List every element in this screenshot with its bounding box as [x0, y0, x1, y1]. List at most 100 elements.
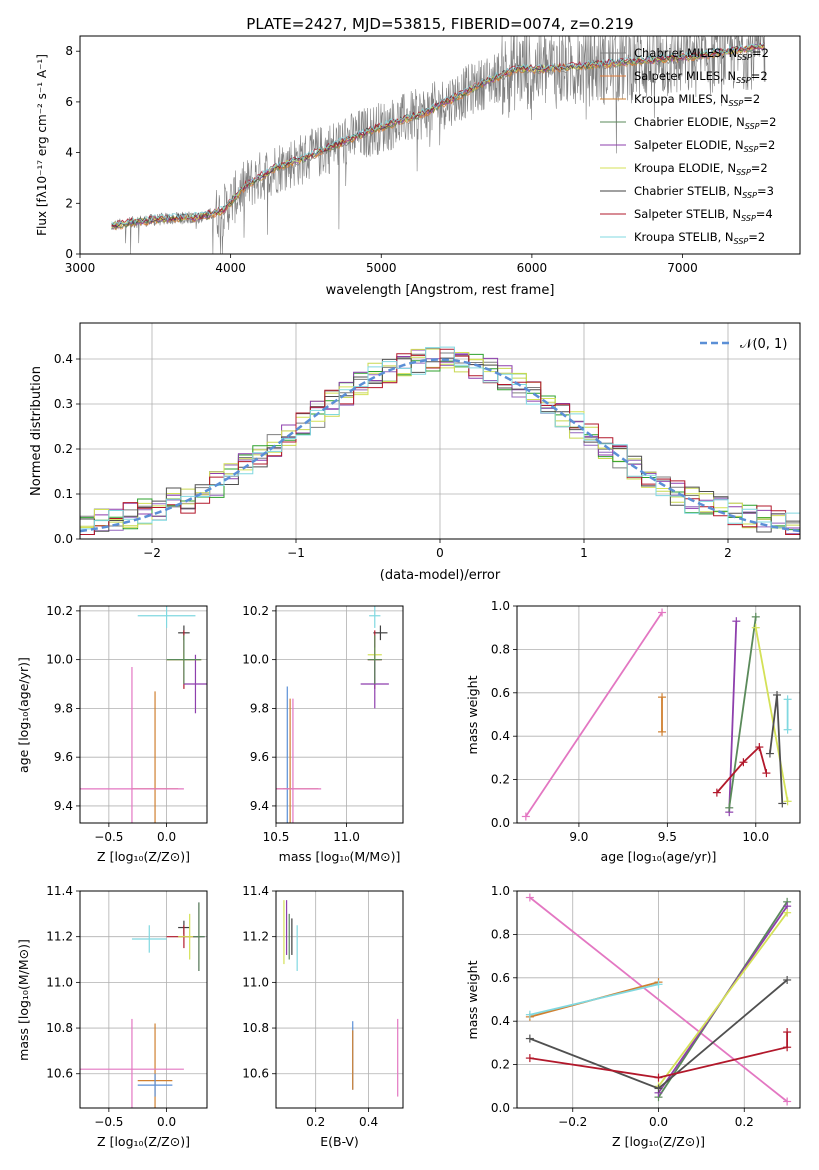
- x-tick-label: 0.0: [157, 1115, 176, 1129]
- plus-marker: [783, 908, 792, 917]
- plus-marker: [783, 1097, 792, 1106]
- y-tick-label: 0.0: [54, 532, 73, 546]
- x-tick-label: −0.5: [94, 1115, 123, 1129]
- legend-entry-label: Salpeter ELODIE, N: [634, 138, 744, 152]
- y-tick-label: 0.4: [491, 1014, 510, 1028]
- legend-entry-suffix: =2: [758, 138, 775, 152]
- legend-entry-label: Kroupa MILES, N: [634, 92, 729, 106]
- plus-marker: [658, 727, 667, 736]
- errorbar-point: [183, 654, 207, 714]
- x-tick-label: 3000: [65, 261, 96, 275]
- axes-frame: [79, 605, 208, 824]
- x-tick-label: 10.5: [263, 830, 290, 844]
- y-tick-label: 9.8: [250, 701, 269, 715]
- y-tick-label: 11.4: [242, 884, 269, 898]
- legend-entry-sub: SSP: [736, 76, 751, 85]
- x-tick-label: 10.0: [742, 830, 769, 844]
- legend-entry-label: Chabrier STELIB, N: [634, 184, 742, 198]
- y-tick-label: 9.4: [250, 799, 269, 813]
- panel-xlabel: Z [log₁₀(Z/Z⊙)]: [97, 849, 190, 864]
- y-tick-label: 0.6: [491, 971, 510, 985]
- massweight-line: [657, 912, 788, 1087]
- legend-entry: Chabrier MILES, NSSP=2: [634, 46, 769, 62]
- panel-mass-vs-EBV: 0.2 0.4 10.6 10.8 11.0 11.2 11.4 E(B-V): [242, 884, 404, 1149]
- panel-xlabel: mass [log₁₀(M/M⊙)]: [279, 849, 401, 864]
- legend-entry-label: Kroupa STELIB, N: [634, 230, 734, 244]
- residual-histogram: [80, 346, 800, 530]
- legend-entry-suffix: =2: [760, 115, 777, 129]
- axes-frame: [516, 890, 801, 1109]
- y-tick-label: 11.2: [242, 930, 269, 944]
- residuals-ylabel: Normed distribution: [29, 366, 44, 496]
- y-tick-label: 9.6: [250, 750, 269, 764]
- x-tick-label: −0.2: [558, 1115, 587, 1129]
- legend-entry: Chabrier STELIB, NSSP=3: [634, 184, 774, 200]
- panel-ylabel: mass weight: [465, 960, 480, 1039]
- plus-marker: [712, 788, 721, 797]
- legend-entry: Chabrier ELODIE, NSSP=2: [634, 115, 776, 131]
- legend-entry-sub: SSP: [745, 122, 760, 131]
- y-tick-label: 11.4: [46, 884, 73, 898]
- x-tick-label: −2: [143, 546, 161, 560]
- residual-histogram: [80, 348, 800, 535]
- y-tick-label: 0.4: [54, 352, 73, 366]
- legend-entry-label: Salpeter MILES, N: [634, 69, 736, 83]
- massweight-line: [728, 621, 738, 813]
- legend-entry: Salpeter MILES, NSSP=2: [634, 69, 768, 85]
- plus-marker: [765, 749, 774, 758]
- y-tick-label: 0.3: [54, 397, 73, 411]
- legend-entry-sub: SSP: [744, 145, 759, 154]
- legend-entry-sub: SSP: [734, 237, 749, 246]
- y-tick-label: 9.4: [54, 799, 73, 813]
- y-tick-label: 4: [65, 146, 73, 160]
- plus-marker: [525, 1054, 534, 1063]
- y-tick-label: 0.2: [54, 442, 73, 456]
- x-tick-label: 0.4: [359, 1115, 378, 1129]
- y-tick-label: 6: [65, 95, 73, 109]
- x-tick-label: 6000: [517, 261, 548, 275]
- legend-entry-sub: SSP: [741, 214, 756, 223]
- errorbar-point: [137, 1073, 173, 1097]
- errorbar-point: [193, 902, 205, 971]
- y-tick-label: 0: [65, 247, 73, 261]
- errorbar-point: [80, 666, 184, 823]
- errorbar-point: [367, 635, 382, 685]
- legend-entry-sub: SSP: [736, 168, 751, 177]
- legend-entry-sub: SSP: [729, 99, 744, 108]
- legend-entry-label: Kroupa ELODIE, N: [634, 161, 736, 175]
- errorbar-point: [276, 698, 322, 823]
- errorbar-point: [137, 606, 196, 628]
- y-tick-label: 10.2: [242, 604, 269, 618]
- y-tick-label: 10.0: [242, 653, 269, 667]
- legend-entry-suffix: =4: [756, 207, 773, 221]
- residuals-legend-label: 𝒩(0, 1): [740, 337, 787, 352]
- plus-marker: [783, 1043, 792, 1052]
- y-tick-label: 10.8: [242, 1021, 269, 1035]
- x-tick-label: 0: [436, 546, 444, 560]
- x-tick-label: −0.5: [94, 830, 123, 844]
- plus-marker: [521, 812, 530, 821]
- plus-marker: [755, 743, 764, 752]
- panel-ylabel: age [log₁₀(age/yr)]: [16, 657, 31, 773]
- x-tick-label: −1: [287, 546, 305, 560]
- plus-marker: [658, 693, 667, 702]
- x-tick-label: 11.0: [333, 830, 360, 844]
- spectrum-data-line: [111, 36, 766, 254]
- y-tick-label: 0.0: [491, 1101, 510, 1115]
- y-tick-label: 10.6: [242, 1067, 269, 1081]
- legend-entry-suffix: =3: [757, 184, 774, 198]
- y-tick-label: 10.8: [46, 1021, 73, 1035]
- y-tick-label: 1.0: [491, 599, 510, 613]
- panel-xlabel: age [log₁₀(age/yr)]: [601, 849, 717, 864]
- plus-marker: [732, 617, 741, 626]
- panel-xlabel: Z [log₁₀(Z/Z⊙)]: [97, 1134, 190, 1149]
- x-tick-label: 0.2: [735, 1115, 754, 1129]
- plus-marker: [778, 799, 787, 808]
- plus-marker: [751, 612, 760, 621]
- y-tick-label: 8: [65, 44, 73, 58]
- x-tick-label: 9.0: [569, 830, 588, 844]
- x-tick-label: 0.0: [157, 830, 176, 844]
- y-tick-label: 0.0: [491, 816, 510, 830]
- errorbar-point: [369, 606, 381, 628]
